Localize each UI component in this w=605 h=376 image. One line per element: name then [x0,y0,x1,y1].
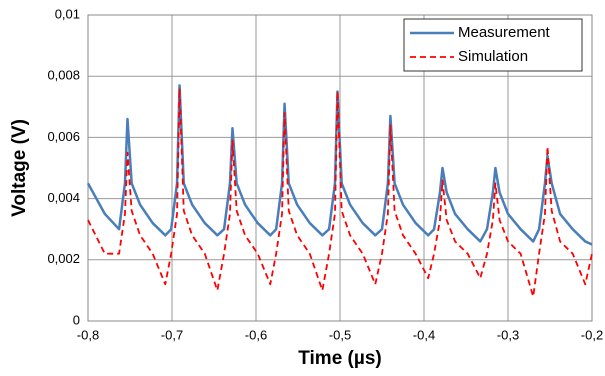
y-tick-label: 0,004 [47,190,80,205]
legend-label: Simulation [458,48,528,65]
x-tick-label: -0,2 [581,327,603,342]
legend-label: Measurement [458,24,551,41]
x-tick-label: -0,8 [77,327,99,342]
x-tick-label: -0,5 [329,327,351,342]
plot-border [87,14,593,322]
y-axis-title: Voltage (V) [9,119,30,217]
y-tick-label: 0,008 [47,68,80,83]
x-tick-label: -0,6 [245,327,267,342]
y-tick-label: 0 [73,312,80,327]
y-tick-label: 0,01 [55,6,80,21]
y-tick-label: 0,006 [47,129,80,144]
x-tick-label: -0,3 [497,327,519,342]
x-axis-title: Time (µs) [298,348,381,369]
x-tick-label: -0,7 [161,327,183,342]
legend-box [403,18,583,72]
x-tick-label: -0,4 [413,327,435,342]
y-tick-label: 0,002 [47,251,80,266]
